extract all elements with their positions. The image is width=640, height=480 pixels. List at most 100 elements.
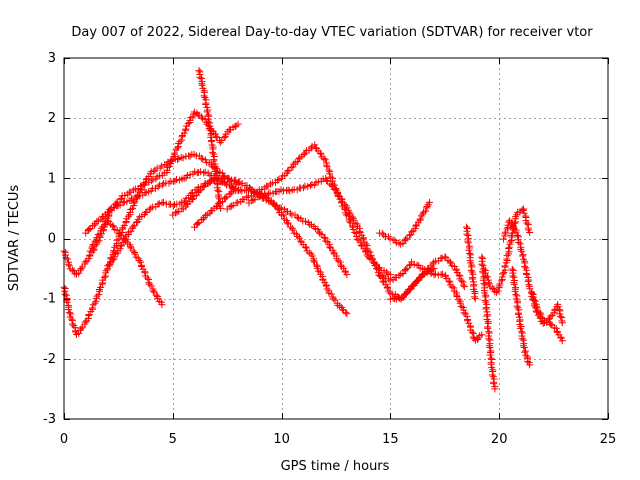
data-point: [547, 312, 555, 320]
data-point: [460, 309, 468, 317]
data-point: [512, 228, 520, 236]
data-point: [198, 80, 206, 88]
data-point: [100, 273, 108, 281]
data-point: [491, 288, 499, 296]
data-point: [515, 239, 523, 247]
data-point: [491, 385, 499, 393]
data-point: [313, 264, 321, 272]
data-point: [508, 219, 516, 227]
data-point: [106, 205, 114, 213]
data-point: [539, 319, 547, 327]
data-point: [149, 287, 157, 295]
data-point: [195, 67, 203, 75]
data-point: [478, 260, 486, 268]
data-point: [463, 312, 471, 320]
data-point: [288, 224, 296, 232]
data-point: [455, 271, 463, 279]
data-point: [362, 240, 370, 248]
plot-frame: [63, 57, 609, 420]
data-point: [524, 277, 532, 285]
data-point: [123, 198, 131, 206]
y-axis-label: SDTVAR / TECUs: [7, 185, 22, 292]
data-point: [391, 295, 399, 303]
data-point: [175, 139, 183, 147]
data-point: [456, 299, 464, 307]
data-point: [496, 280, 504, 288]
data-point: [422, 207, 430, 215]
data-point: [383, 268, 391, 276]
data-point: [207, 138, 215, 146]
data-point: [130, 199, 138, 207]
data-point: [380, 273, 388, 281]
data-point: [209, 148, 217, 156]
data-point: [521, 262, 529, 270]
data-point: [143, 274, 151, 282]
data-point: [413, 261, 421, 269]
y-tick-label: 1: [48, 171, 56, 186]
data-point: [286, 209, 294, 217]
data-point: [205, 124, 213, 132]
data-point: [137, 182, 145, 190]
data-point: [169, 202, 177, 210]
data-point: [468, 275, 476, 283]
data-point: [310, 257, 318, 265]
data-point: [106, 261, 114, 269]
data-point: [395, 272, 403, 280]
x-tick-label: 20: [491, 432, 508, 447]
data-point: [284, 167, 292, 175]
data-point: [384, 284, 392, 292]
data-point: [532, 302, 540, 310]
data-point: [322, 282, 330, 290]
data-point: [410, 260, 418, 268]
data-point: [221, 179, 229, 187]
data-point: [498, 273, 506, 281]
data-point: [478, 331, 486, 339]
x-tick-label: 25: [600, 432, 617, 447]
data-point: [248, 197, 256, 205]
data-point: [467, 266, 475, 274]
data-point: [464, 239, 472, 247]
series-track-17: [500, 217, 566, 345]
data-point: [556, 312, 564, 320]
x-tick-label: 5: [169, 432, 177, 447]
data-point: [328, 181, 336, 189]
series-track-18: [508, 265, 534, 369]
data-point: [380, 231, 388, 239]
data-point: [345, 217, 353, 225]
data-point: [323, 176, 331, 184]
data-point: [234, 120, 242, 128]
data-point: [119, 199, 127, 207]
data-point: [516, 324, 524, 332]
data-point: [312, 261, 320, 269]
data-point: [163, 166, 171, 174]
data-point: [283, 219, 291, 227]
data-point: [343, 204, 351, 212]
data-point: [81, 318, 89, 326]
data-point: [258, 186, 266, 194]
data-point: [520, 343, 528, 351]
data-point: [255, 193, 263, 201]
data-point: [482, 272, 490, 280]
data-point: [302, 244, 310, 252]
chart-title: Day 007 of 2022, Sidereal Day-to-day VTE…: [71, 25, 593, 40]
data-point: [274, 176, 282, 184]
data-point: [93, 292, 101, 300]
data-point: [460, 283, 468, 291]
data-point: [485, 342, 493, 350]
data-point: [558, 319, 566, 327]
data-point: [416, 215, 424, 223]
data-point: [337, 195, 345, 203]
data-point: [519, 342, 527, 350]
data-point: [329, 295, 337, 303]
series-track-14: [463, 223, 479, 303]
data-point: [492, 288, 500, 296]
data-point: [120, 222, 128, 230]
data-point: [64, 260, 72, 268]
data-point: [214, 186, 222, 194]
data-point: [522, 351, 530, 359]
data-point: [65, 309, 73, 317]
data-point: [284, 208, 292, 216]
series-track-12: [376, 198, 434, 248]
x-axis-label: GPS time / hours: [281, 459, 390, 474]
data-point: [243, 193, 251, 201]
